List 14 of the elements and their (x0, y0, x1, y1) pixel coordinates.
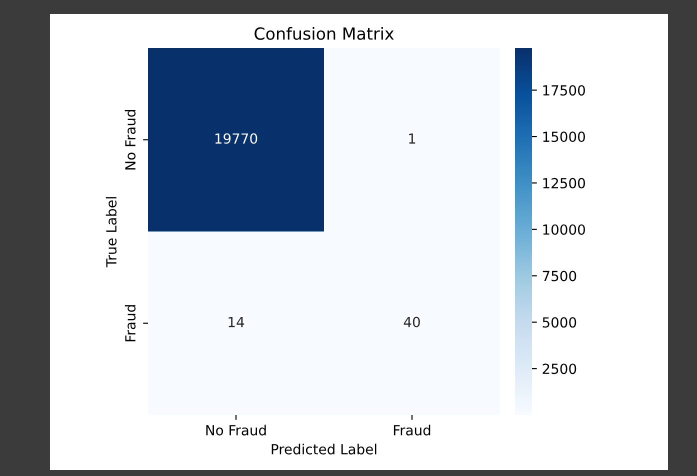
y-axis-title: True Label (106, 197, 117, 268)
data-label: 40 (404, 316, 420, 328)
color-bar-label: 12500 (543, 178, 585, 188)
color-bar-label: 5000 (542, 317, 576, 328)
color-bar-label: 10000 (543, 224, 585, 235)
data-label: 1 (409, 133, 416, 144)
data-label: 14 (228, 316, 244, 328)
x-axis-title: Predicted Label (272, 444, 376, 454)
color-bar-label: 2500 (542, 364, 576, 374)
chart-title: Confusion Matrix (254, 27, 394, 40)
color-bar-label: 17500 (543, 85, 585, 96)
color-bar-label: 15000 (543, 132, 585, 142)
data-label: 19770 (215, 133, 258, 144)
color-bar-label: 7500 (542, 270, 576, 282)
